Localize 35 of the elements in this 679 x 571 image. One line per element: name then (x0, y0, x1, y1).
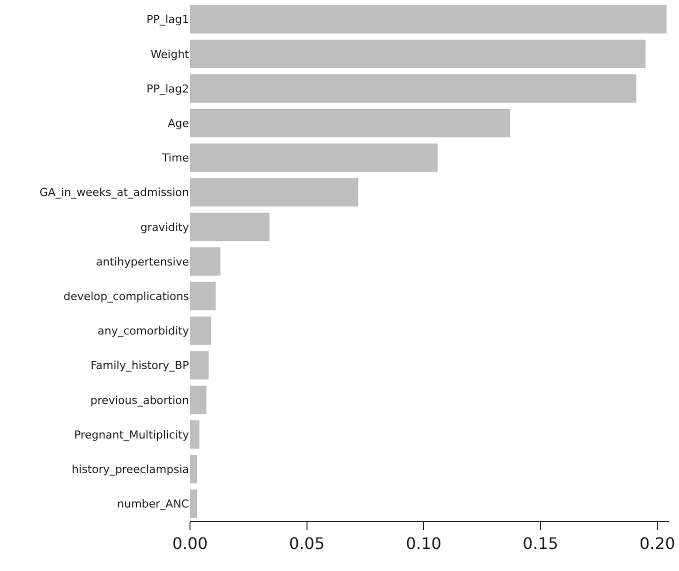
bar (190, 144, 438, 172)
y-tick-label: number_ANC (117, 498, 190, 511)
bar (190, 420, 200, 449)
bar (190, 178, 358, 206)
x-tick-label: 0.00 (172, 534, 208, 554)
bar (190, 5, 667, 34)
bar (190, 351, 209, 380)
y-tick-label: any_comorbidity (98, 324, 190, 338)
y-tick-label: develop_complications (64, 290, 190, 303)
y-tick-label: Family_history_BP (90, 359, 190, 372)
y-tick-label: PP_lag2 (146, 82, 189, 96)
x-tick-label: 0.15 (522, 534, 558, 554)
bar (190, 316, 212, 345)
y-tick-label: Pregnant_Multiplicity (74, 428, 190, 442)
bar (190, 247, 220, 276)
bar (190, 212, 270, 242)
y-tick-label: Weight (150, 48, 190, 61)
bar (190, 108, 510, 138)
x-tick-label: 0.20 (640, 534, 676, 554)
y-tick-label: history_preeclampsia (72, 462, 189, 476)
bar (190, 74, 636, 103)
y-tick-label: previous_abortion (90, 394, 190, 407)
bar (190, 454, 198, 484)
y-tick-label: antihypertensive (96, 255, 190, 268)
bar (190, 282, 216, 310)
x-tick-label: 0.10 (406, 534, 442, 554)
x-tick-label: 0.05 (289, 534, 325, 554)
y-tick-label: Age (168, 116, 190, 130)
y-tick-label: PP_lag1 (146, 13, 189, 26)
bar (190, 490, 198, 518)
y-tick-label: GA_in_weeks_at_admission (40, 186, 190, 200)
y-tick-label: gravidity (140, 220, 190, 234)
y-tick-label: Time (161, 152, 190, 165)
bar (190, 386, 206, 414)
bar (190, 40, 646, 68)
